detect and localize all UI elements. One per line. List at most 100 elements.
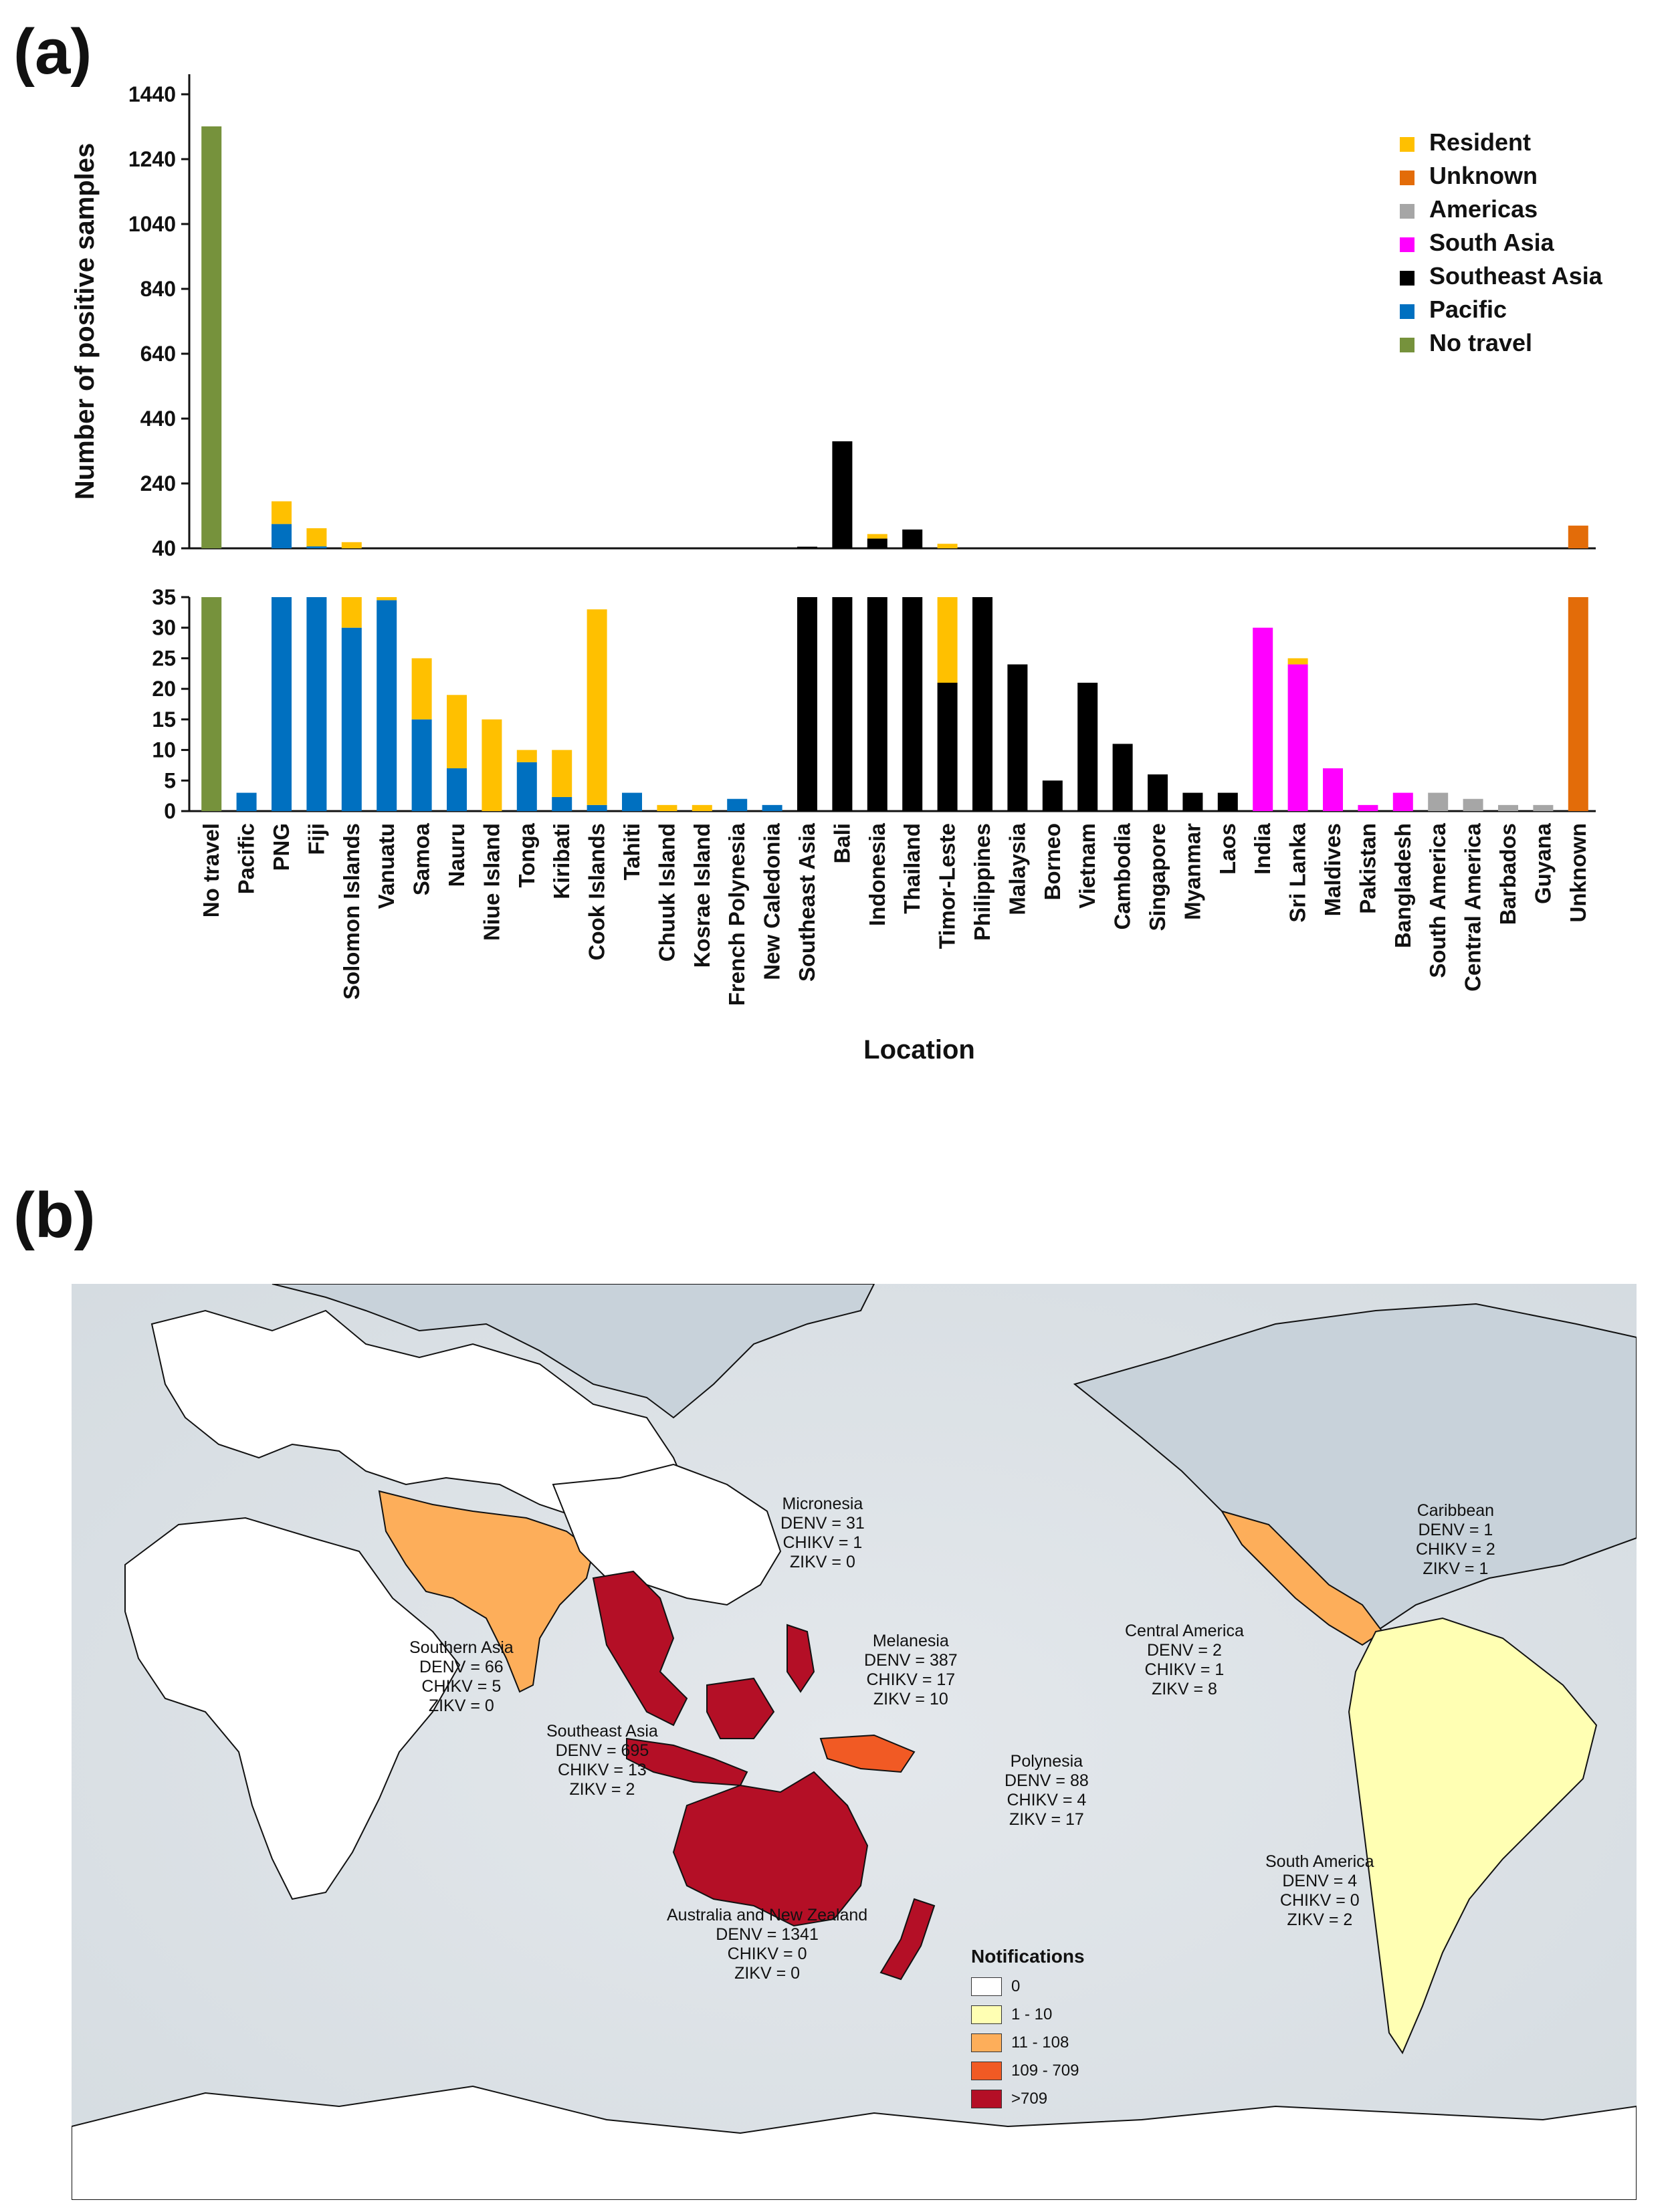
region-label-line: Caribbean bbox=[1417, 1501, 1495, 1520]
x-category-label: French Polynesia bbox=[724, 822, 749, 1006]
bar-segment-lower bbox=[482, 719, 502, 811]
lower-y-tick-label: 5 bbox=[164, 768, 176, 792]
region-label-line: ZIKV = 2 bbox=[1287, 1910, 1353, 1929]
region-label-line: CHIKV = 13 bbox=[558, 1761, 647, 1779]
x-category-label: Maldives bbox=[1320, 823, 1345, 916]
region-label-line: Melanesia bbox=[872, 1632, 949, 1650]
bar-segment-lower bbox=[236, 792, 257, 811]
png bbox=[819, 1734, 916, 1773]
legend-swatch bbox=[1400, 237, 1414, 252]
bar-segment-lower bbox=[377, 600, 397, 811]
region-label-line: Micronesia bbox=[782, 1495, 863, 1513]
bar-segment-lower bbox=[447, 768, 467, 811]
label-polynesia: Polynesia DENV = 88 CHIKV = 4 ZIKV = 17 bbox=[1005, 1752, 1089, 1830]
region-label-line: CHIKV = 1 bbox=[1144, 1660, 1225, 1679]
bar-segment-lower bbox=[657, 804, 677, 811]
map-legend-title: Notifications bbox=[971, 1946, 1085, 1967]
legend-swatch bbox=[1400, 338, 1414, 352]
region-label-line: ZIKV = 1 bbox=[1423, 1559, 1489, 1578]
region-label-line: South America bbox=[1265, 1852, 1374, 1871]
bar-segment-upper bbox=[341, 542, 362, 548]
region-label-line: DENV = 1341 bbox=[716, 1925, 819, 1944]
bar-segment-upper bbox=[937, 544, 958, 548]
bar-segment-lower bbox=[1042, 780, 1063, 811]
region-label-line: DENV = 31 bbox=[780, 1514, 865, 1533]
legend-label: Unknown bbox=[1429, 162, 1538, 189]
bar-segment-lower bbox=[1463, 798, 1483, 811]
upper-y-tick-label: 1240 bbox=[128, 147, 176, 171]
upper-y-tick-label: 240 bbox=[140, 471, 176, 495]
australia bbox=[672, 1771, 869, 1927]
legend-swatch bbox=[1400, 137, 1414, 152]
region-label-line: ZIKV = 0 bbox=[428, 1696, 494, 1715]
legend-label-4: >709 bbox=[1011, 2090, 1048, 2108]
x-category-label: Nauru bbox=[444, 823, 469, 887]
x-category-label: Philippines bbox=[970, 823, 994, 941]
lower-y-tick-label: 25 bbox=[152, 646, 176, 670]
x-category-label: Kiribati bbox=[549, 823, 574, 899]
bar-segment-lower bbox=[1287, 664, 1308, 811]
x-category-label: Guyana bbox=[1530, 822, 1555, 904]
bar-segment-lower bbox=[1358, 804, 1378, 811]
bar-segment-lower bbox=[411, 719, 432, 811]
lower-y-tick-label: 30 bbox=[152, 616, 176, 640]
bar-segment-upper bbox=[306, 528, 327, 547]
region-label-line: Polynesia bbox=[1010, 1752, 1083, 1771]
bar-segment-lower bbox=[937, 597, 958, 683]
x-category-label: Tahiti bbox=[619, 823, 644, 881]
south-america bbox=[1348, 1617, 1598, 2055]
lower-y-tick-label: 10 bbox=[152, 738, 176, 762]
label-south-america: South America DENV = 4 CHIKV = 0 ZIKV = 2 bbox=[1265, 1852, 1374, 1930]
upper-y-tick-label: 40 bbox=[152, 536, 176, 560]
legend-swatch-2 bbox=[971, 2033, 1002, 2052]
x-category-label: Laos bbox=[1215, 823, 1240, 875]
region-label-line: DENV = 387 bbox=[864, 1651, 958, 1670]
map-legend-row: >709 bbox=[971, 2085, 1085, 2113]
bar-segment-lower bbox=[306, 597, 327, 811]
x-category-label: Pacific bbox=[234, 823, 259, 894]
bar-segment-lower bbox=[411, 658, 432, 720]
region-label-line: ZIKV = 0 bbox=[734, 1964, 801, 1983]
bar-segment-lower bbox=[1253, 627, 1273, 811]
region-label-line: ZIKV = 17 bbox=[1009, 1810, 1084, 1829]
legend-swatch-0 bbox=[971, 1977, 1002, 1996]
bar-segment-lower bbox=[1148, 774, 1168, 811]
bar-segment-lower bbox=[516, 750, 537, 762]
label-southeast-asia: Southeast Asia DENV = 695 CHIKV = 13 ZIKV =… bbox=[546, 1722, 658, 1799]
region-label-line: CHIKV = 1 bbox=[782, 1533, 863, 1552]
bar-segment-lower bbox=[201, 597, 222, 811]
bar-segment-lower bbox=[1533, 804, 1554, 811]
panel-a-letter: (a) bbox=[13, 16, 92, 88]
upper-y-tick-label: 1440 bbox=[128, 82, 176, 106]
bar-segment-upper bbox=[867, 538, 887, 548]
stacked-bar-chart: 40 240 440 640 840 1040 1240 1440 0 5 10 15 20 25 30 35… bbox=[70, 74, 1603, 1065]
bar-segment-upper bbox=[306, 546, 327, 548]
bar-segment-lower bbox=[1182, 792, 1203, 811]
bar-segment-lower bbox=[1217, 792, 1238, 811]
x-category-label: Solomon Islands bbox=[339, 823, 364, 1000]
legend-swatch bbox=[1400, 271, 1414, 286]
bar-segment-upper bbox=[832, 441, 853, 548]
legend-swatch bbox=[1400, 204, 1414, 219]
new-zealand bbox=[879, 1898, 936, 1981]
bar-segment-upper bbox=[902, 529, 923, 548]
x-category-label: Niue Island bbox=[479, 823, 504, 941]
borneo bbox=[706, 1677, 775, 1739]
southern-asia bbox=[378, 1490, 595, 1693]
bar-segment-lower bbox=[727, 798, 748, 811]
x-category-label: Vanuatu bbox=[374, 823, 399, 909]
region-label-line: DENV = 695 bbox=[555, 1741, 649, 1760]
bar-segment-upper bbox=[797, 546, 817, 548]
x-axis-title: Location bbox=[863, 1035, 975, 1065]
bar-segment-lower bbox=[1428, 792, 1449, 811]
x-category-label: Timor-Leste bbox=[935, 823, 960, 949]
arctic-land bbox=[272, 1284, 875, 1419]
bar-segment-lower bbox=[377, 597, 397, 600]
x-category-label: Pakistan bbox=[1355, 823, 1380, 914]
map-legend-row: 0 bbox=[971, 1973, 1085, 2001]
x-category-label: Samoa bbox=[409, 822, 434, 895]
bar-segment-lower bbox=[797, 597, 817, 811]
bar-segment-lower bbox=[587, 804, 607, 811]
africa bbox=[124, 1517, 461, 1900]
x-category-label: South America bbox=[1425, 822, 1450, 978]
